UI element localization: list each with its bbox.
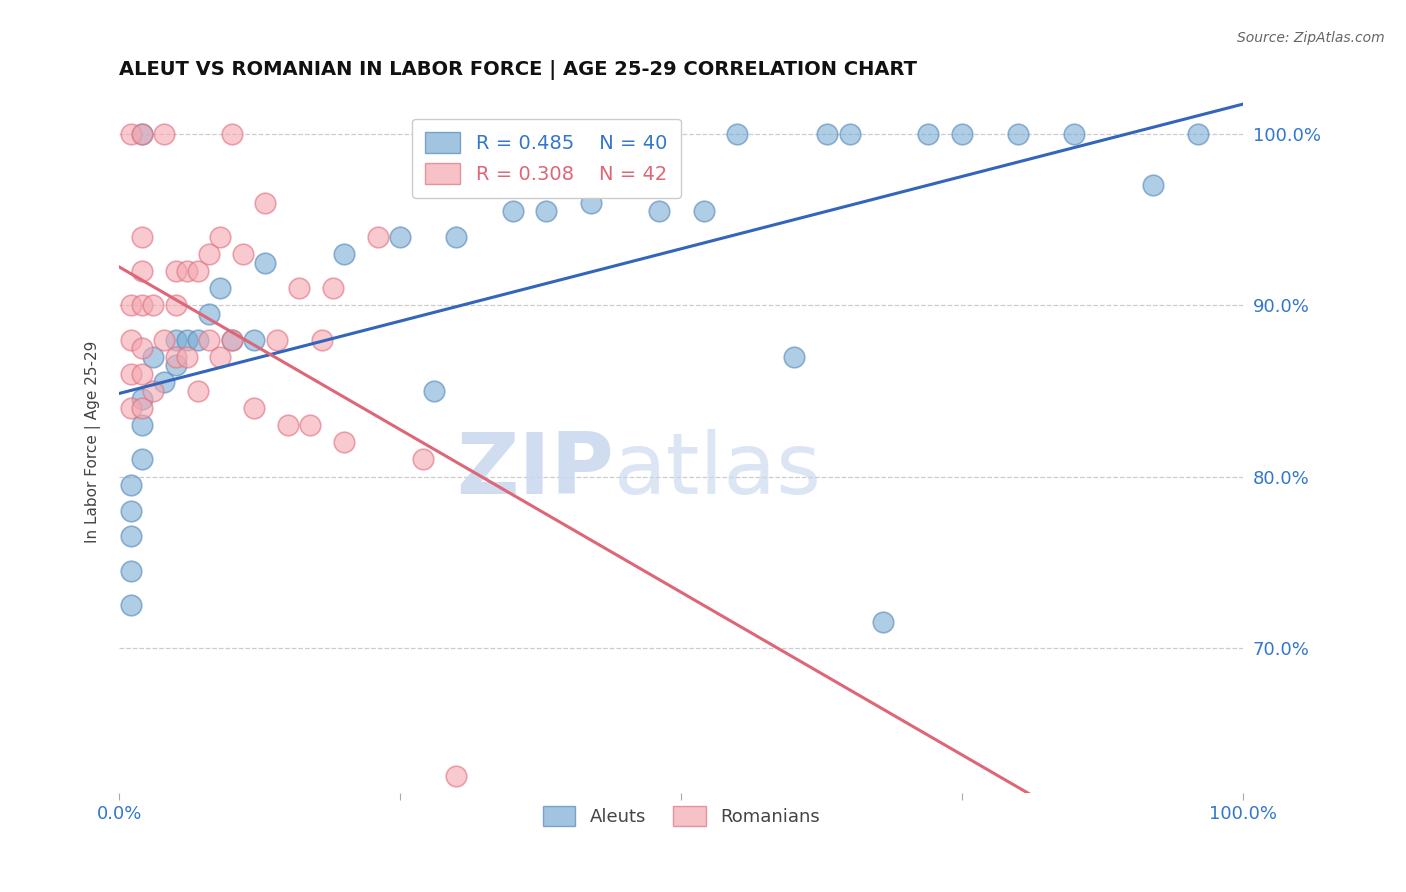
Point <box>536 204 558 219</box>
Point <box>187 264 209 278</box>
Point <box>917 127 939 141</box>
Point <box>221 333 243 347</box>
Point <box>120 529 142 543</box>
Text: ALEUT VS ROMANIAN IN LABOR FORCE | AGE 25-29 CORRELATION CHART: ALEUT VS ROMANIAN IN LABOR FORCE | AGE 2… <box>120 60 917 79</box>
Point <box>389 229 412 244</box>
Point <box>131 127 153 141</box>
Point <box>333 435 356 450</box>
Point <box>243 401 266 415</box>
Point <box>322 281 344 295</box>
Point <box>198 333 221 347</box>
Point <box>131 367 153 381</box>
Point <box>209 281 232 295</box>
Point <box>165 264 187 278</box>
Point <box>198 307 221 321</box>
Point <box>412 452 434 467</box>
Point <box>142 384 165 398</box>
Point <box>176 333 198 347</box>
Point <box>131 401 153 415</box>
Point <box>131 229 153 244</box>
Point <box>120 367 142 381</box>
Point <box>221 127 243 141</box>
Point <box>187 333 209 347</box>
Point <box>120 564 142 578</box>
Point <box>838 127 860 141</box>
Point <box>950 127 973 141</box>
Y-axis label: In Labor Force | Age 25-29: In Labor Force | Age 25-29 <box>86 341 101 543</box>
Point <box>692 204 714 219</box>
Point <box>277 418 299 433</box>
Point <box>1187 127 1209 141</box>
Point <box>209 350 232 364</box>
Point <box>131 392 153 407</box>
Point <box>120 401 142 415</box>
Point <box>232 247 254 261</box>
Point <box>120 333 142 347</box>
Point <box>120 504 142 518</box>
Point <box>120 478 142 492</box>
Point <box>165 358 187 372</box>
Point <box>131 127 153 141</box>
Point <box>288 281 311 295</box>
Point <box>131 452 153 467</box>
Point <box>299 418 322 433</box>
Point <box>120 298 142 312</box>
Point <box>221 333 243 347</box>
Point <box>1063 127 1085 141</box>
Point <box>311 333 333 347</box>
Point <box>187 384 209 398</box>
Point <box>131 418 153 433</box>
Point <box>502 204 524 219</box>
Point <box>131 298 153 312</box>
Point <box>446 229 468 244</box>
Point <box>153 376 176 390</box>
Point <box>266 333 288 347</box>
Point <box>176 264 198 278</box>
Point <box>446 769 468 783</box>
Point <box>176 350 198 364</box>
Point <box>131 341 153 355</box>
Point <box>142 350 165 364</box>
Point <box>367 229 389 244</box>
Point <box>581 195 603 210</box>
Legend: Aleuts, Romanians: Aleuts, Romanians <box>536 799 827 833</box>
Point <box>165 333 187 347</box>
Point <box>165 350 187 364</box>
Point <box>423 384 446 398</box>
Point <box>725 127 748 141</box>
Text: Source: ZipAtlas.com: Source: ZipAtlas.com <box>1237 31 1385 45</box>
Text: atlas: atlas <box>614 429 821 512</box>
Point <box>782 350 804 364</box>
Point <box>1007 127 1029 141</box>
Point <box>333 247 356 261</box>
Point <box>142 298 165 312</box>
Point <box>209 229 232 244</box>
Point <box>153 333 176 347</box>
Point <box>254 255 277 269</box>
Point <box>165 298 187 312</box>
Point <box>647 204 669 219</box>
Text: ZIP: ZIP <box>456 429 614 512</box>
Point <box>120 127 142 141</box>
Point <box>153 127 176 141</box>
Point <box>1142 178 1164 193</box>
Point <box>131 264 153 278</box>
Point <box>254 195 277 210</box>
Point <box>243 333 266 347</box>
Point <box>198 247 221 261</box>
Point <box>872 615 894 629</box>
Point <box>120 598 142 612</box>
Point <box>815 127 838 141</box>
